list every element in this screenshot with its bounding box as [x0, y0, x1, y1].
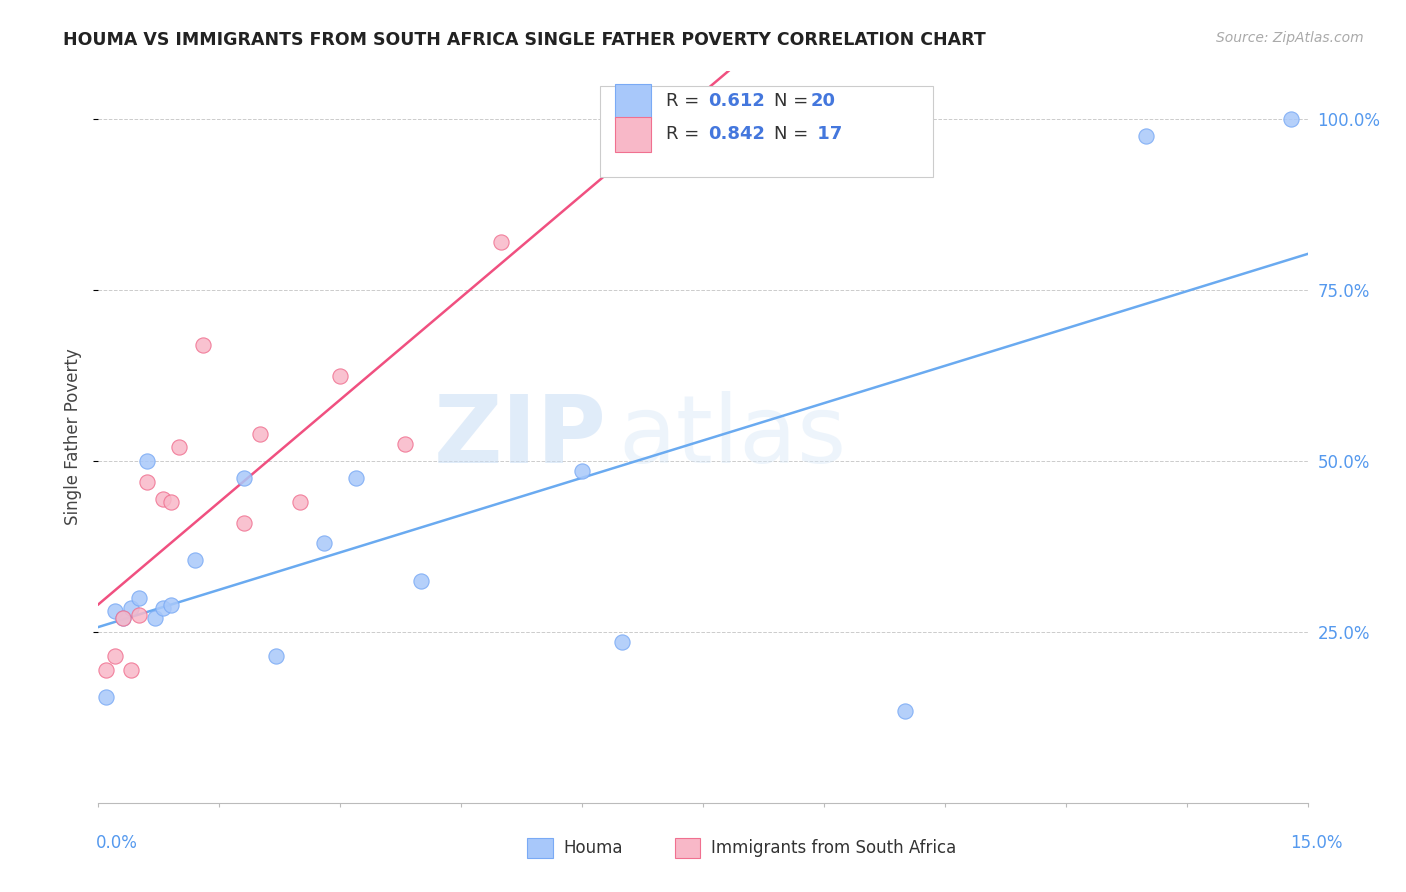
- Point: [152, 491, 174, 506]
- Y-axis label: Single Father Poverty: Single Father Poverty: [65, 349, 83, 525]
- Point: [96, 663, 118, 677]
- Text: 0.0%: 0.0%: [96, 834, 138, 852]
- Point: [152, 601, 174, 615]
- Point: [636, 129, 658, 144]
- Point: [612, 635, 634, 649]
- Text: atlas: atlas: [619, 391, 846, 483]
- Text: HOUMA VS IMMIGRANTS FROM SOUTH AFRICA SINGLE FATHER POVERTY CORRELATION CHART: HOUMA VS IMMIGRANTS FROM SOUTH AFRICA SI…: [63, 31, 986, 49]
- Point: [571, 464, 593, 478]
- Point: [111, 611, 134, 625]
- Point: [120, 663, 142, 677]
- Point: [1281, 112, 1303, 127]
- Text: R =: R =: [665, 125, 704, 144]
- Point: [120, 601, 142, 615]
- Point: [344, 471, 367, 485]
- Text: 20: 20: [811, 93, 835, 111]
- Point: [103, 604, 125, 618]
- FancyBboxPatch shape: [614, 84, 651, 119]
- Text: 15.0%: 15.0%: [1291, 834, 1343, 852]
- Text: ZIP: ZIP: [433, 391, 606, 483]
- Text: Immigrants from South Africa: Immigrants from South Africa: [711, 839, 956, 857]
- Point: [491, 235, 513, 250]
- Point: [264, 648, 287, 663]
- Text: 0.612: 0.612: [707, 93, 765, 111]
- Point: [143, 611, 166, 625]
- Point: [249, 426, 271, 441]
- Point: [160, 598, 183, 612]
- Point: [409, 574, 432, 588]
- Point: [128, 591, 150, 605]
- Point: [103, 648, 125, 663]
- Point: [128, 607, 150, 622]
- Point: [135, 454, 157, 468]
- Text: 0.842: 0.842: [707, 125, 765, 144]
- Point: [111, 611, 134, 625]
- Text: N =: N =: [775, 125, 814, 144]
- Point: [288, 495, 311, 509]
- FancyBboxPatch shape: [614, 117, 651, 152]
- Point: [232, 471, 254, 485]
- Point: [184, 553, 207, 567]
- Text: Houma: Houma: [564, 839, 623, 857]
- Point: [167, 440, 190, 454]
- Point: [314, 536, 336, 550]
- Point: [160, 495, 183, 509]
- Point: [96, 690, 118, 704]
- Text: 17: 17: [811, 125, 842, 144]
- Point: [893, 704, 915, 718]
- Point: [193, 338, 215, 352]
- Point: [1135, 129, 1157, 144]
- Point: [232, 516, 254, 530]
- Point: [135, 475, 157, 489]
- Point: [329, 368, 352, 383]
- Point: [394, 437, 416, 451]
- Text: Source: ZipAtlas.com: Source: ZipAtlas.com: [1216, 31, 1364, 45]
- Text: R =: R =: [665, 93, 704, 111]
- FancyBboxPatch shape: [600, 86, 932, 178]
- Text: N =: N =: [775, 93, 814, 111]
